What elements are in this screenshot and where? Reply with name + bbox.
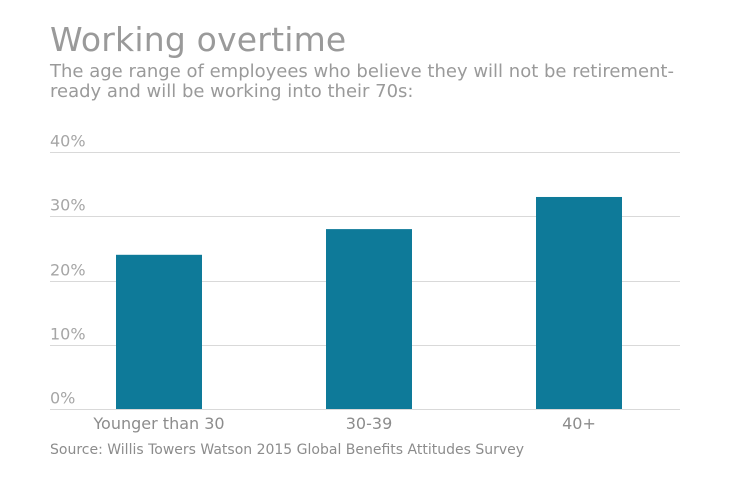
bar (326, 229, 412, 409)
bar (536, 196, 622, 409)
x-tick-label: 30-39 (346, 414, 393, 433)
y-tick-label: 10% (50, 325, 86, 344)
y-tick-label: 40% (50, 132, 86, 151)
x-tick-label: Younger than 30 (92, 414, 224, 433)
x-tick-label: 40+ (562, 414, 596, 433)
bar (116, 254, 202, 409)
y-tick-label: 30% (50, 196, 86, 215)
chart-source: Source: Willis Towers Watson 2015 Global… (50, 442, 525, 458)
y-tick-label: 20% (50, 261, 86, 280)
chart-title: Working overtime (50, 20, 347, 59)
y-tick-label: 0% (50, 389, 75, 408)
chart-subtitle: The age range of employees who believe t… (50, 61, 674, 102)
